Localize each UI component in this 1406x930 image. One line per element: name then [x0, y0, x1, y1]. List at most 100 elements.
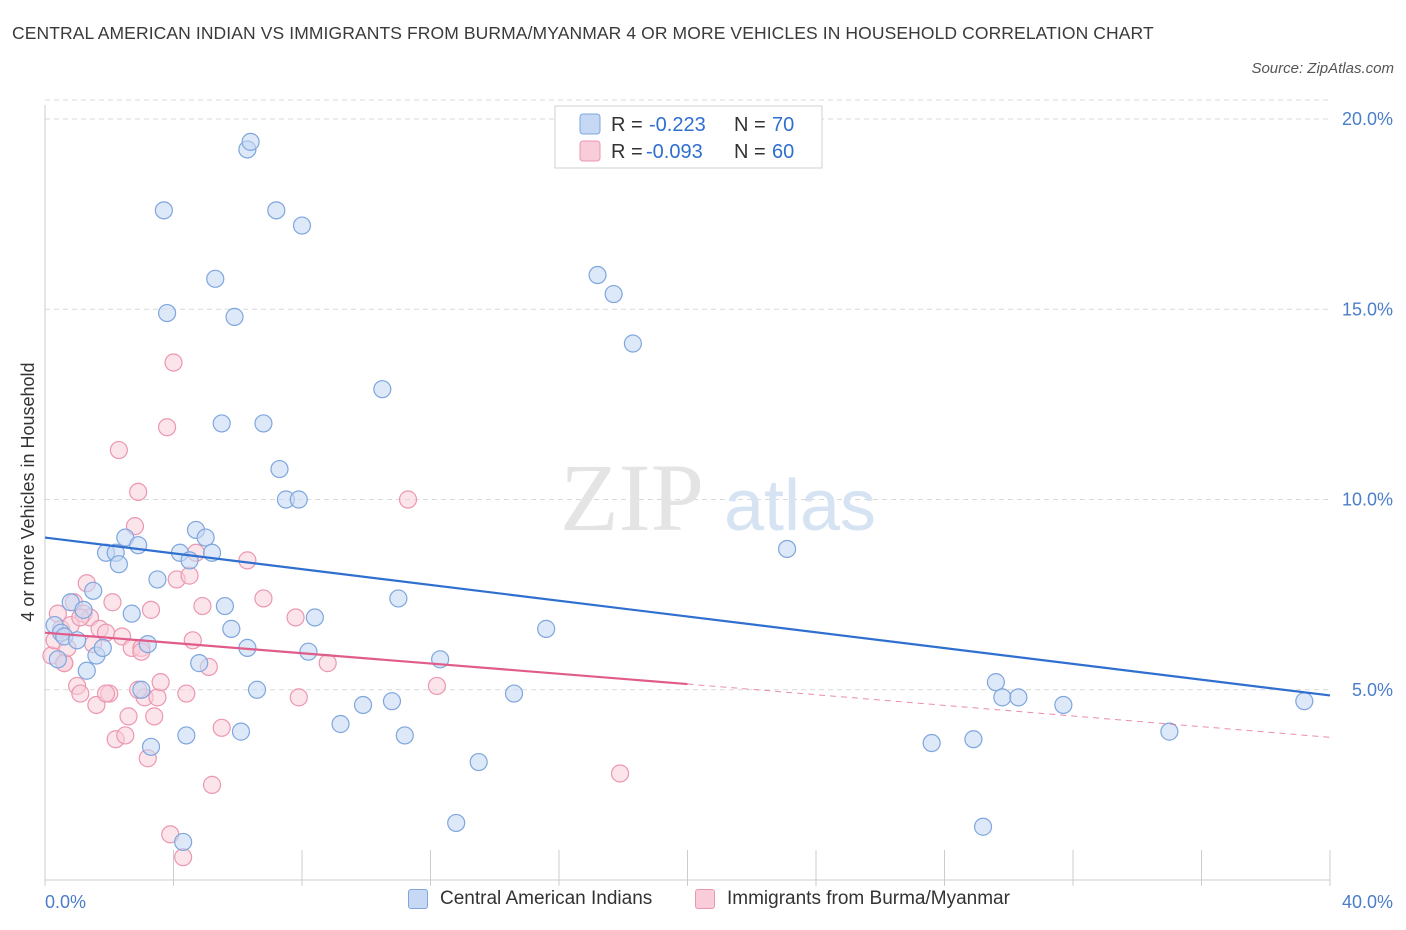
y-axis-title: 4 or more Vehicles in Household: [18, 362, 38, 621]
data-point-central-american: [254, 414, 273, 433]
data-point-central-american: [1054, 695, 1073, 715]
data-point-burma: [610, 764, 630, 783]
data-point-central-american: [289, 490, 308, 509]
series-central-american-points: [45, 132, 1314, 852]
legend-n-value-2: 60: [772, 141, 794, 163]
data-point-burma: [202, 775, 222, 794]
data-point-central-american: [373, 380, 392, 399]
trend-line-burma-extension: [687, 683, 1331, 738]
data-point-central-american: [212, 414, 231, 433]
data-point-central-american: [299, 642, 318, 661]
data-point-central-american: [122, 604, 141, 623]
data-point-central-american: [215, 596, 234, 616]
data-point-burma: [119, 707, 138, 726]
x-tick-label: 40.0%: [1342, 892, 1393, 912]
data-point-burma: [174, 848, 193, 867]
data-point-central-american: [241, 132, 260, 151]
y-tick-label: 20.0%: [1342, 109, 1393, 129]
data-point-central-american: [190, 654, 209, 673]
data-point-central-american: [225, 307, 244, 326]
data-point-central-american: [1160, 722, 1179, 741]
data-point-central-american: [129, 536, 148, 555]
data-point-burma: [109, 440, 128, 460]
data-point-central-american: [267, 201, 286, 220]
data-point-central-american: [148, 570, 167, 589]
data-point-central-american: [157, 303, 177, 323]
data-point-central-american: [604, 284, 623, 304]
data-point-central-american: [93, 638, 112, 658]
data-point-central-american: [993, 688, 1012, 707]
data-point-central-american: [109, 555, 128, 574]
data-point-burma: [289, 688, 308, 707]
data-point-burma: [141, 600, 161, 619]
data-point-central-american: [389, 589, 408, 608]
data-point-central-american: [247, 680, 267, 699]
data-point-central-american: [447, 813, 466, 833]
y-tick-label: 15.0%: [1342, 299, 1393, 319]
data-point-burma: [212, 718, 231, 737]
data-point-burma: [157, 418, 177, 437]
data-point-burma: [151, 673, 170, 692]
chart-title: CENTRAL AMERICAN INDIAN VS IMMIGRANTS FR…: [12, 23, 1154, 43]
stats-legend: R = -0.223 N = 70 R = -0.093 N = 60: [554, 105, 823, 169]
data-point-central-american: [537, 619, 556, 638]
data-point-central-american: [353, 695, 373, 715]
data-point-central-american: [74, 600, 93, 619]
data-point-central-american: [231, 722, 251, 741]
data-point-central-american: [132, 680, 151, 699]
data-point-central-american: [331, 714, 350, 734]
data-point-central-american: [222, 619, 241, 638]
legend-item-central-american[interactable]: Central American Indians: [408, 888, 652, 910]
tick-labels: 5.0% 10.0% 15.0% 20.0% 0.0% 40.0%: [45, 109, 1393, 912]
data-point-central-american: [177, 726, 196, 745]
watermark-zip: ZIP: [560, 444, 704, 551]
data-point-burma: [427, 676, 447, 696]
legend-r-value-1: -0.223: [649, 114, 706, 136]
legend-swatch-pink: [579, 140, 601, 162]
data-point-burma: [238, 551, 257, 570]
legend-label-central-american: Central American Indians: [440, 888, 653, 909]
data-point-burma: [286, 608, 305, 627]
data-point-central-american: [922, 733, 941, 753]
data-point-central-american: [77, 661, 96, 680]
data-point-central-american: [206, 269, 225, 288]
data-point-central-american: [196, 528, 215, 547]
legend-swatch-pink-bottom: [695, 889, 715, 909]
data-point-central-american: [986, 673, 1006, 692]
data-point-burma: [71, 684, 90, 703]
legend-n-label-2: N =: [734, 141, 766, 163]
chart-source: Source: ZipAtlas.com: [1251, 60, 1394, 77]
trend-lines: [44, 536, 1331, 738]
y-tick-label: 5.0%: [1352, 680, 1393, 700]
axes: [44, 105, 1331, 886]
data-point-burma: [183, 631, 202, 650]
data-point-central-american: [48, 650, 67, 669]
legend-swatch-blue-bottom: [408, 889, 428, 909]
legend-r-value-2: -0.093: [646, 141, 703, 163]
data-point-burma: [180, 566, 199, 585]
y-tick-label: 10.0%: [1342, 490, 1393, 510]
data-point-central-american: [469, 752, 488, 772]
data-point-burma: [116, 726, 135, 745]
legend-n-value-1: 70: [772, 114, 794, 136]
x-tick-label: 0.0%: [45, 892, 86, 912]
data-point-central-american: [84, 581, 103, 600]
data-point-central-american: [964, 730, 983, 749]
legend-item-burma[interactable]: Immigrants from Burma/Myanmar: [695, 888, 1010, 910]
legend-r-label-2: R =: [611, 141, 643, 163]
data-point-central-american: [1295, 692, 1314, 711]
data-point-central-american: [292, 216, 312, 235]
data-point-burma: [164, 353, 183, 372]
data-point-central-american: [138, 634, 157, 654]
bottom-legend: Central American Indians Immigrants from…: [0, 888, 1406, 918]
watermark-atlas: atlas: [724, 466, 876, 546]
data-point-burma: [254, 589, 273, 608]
data-point-central-american: [382, 692, 402, 711]
data-point-central-american: [623, 334, 642, 353]
legend-label-burma: Immigrants from Burma/Myanmar: [727, 888, 1010, 909]
data-point-central-american: [504, 684, 524, 703]
data-point-central-american: [141, 737, 161, 756]
data-point-central-american: [1009, 688, 1028, 707]
data-point-burma: [148, 688, 167, 707]
